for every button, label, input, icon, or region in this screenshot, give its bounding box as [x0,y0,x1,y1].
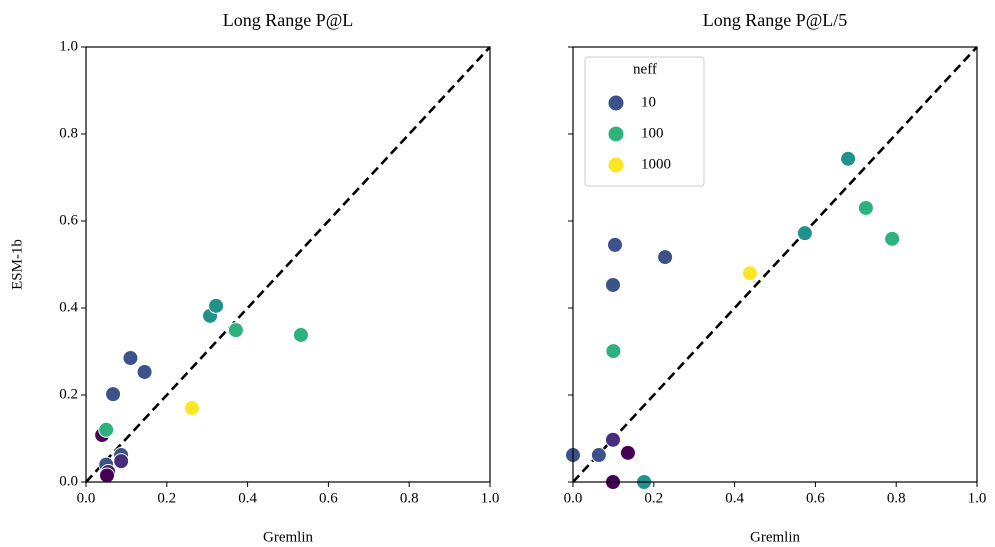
legend-marker [607,94,625,112]
diagonal [85,46,491,483]
axes-frame [572,46,978,483]
diagonal [572,46,978,483]
axes-frame [85,46,491,483]
x-tick-label: 0.2 [157,490,176,506]
y-tick-label: 0.0 [59,473,78,489]
point [741,265,758,282]
y-tick-label: 0.6 [59,212,78,228]
point [113,453,130,470]
point [857,199,874,216]
point [604,431,621,448]
x-tick-label: 0.6 [806,490,825,506]
legend-label: 10 [641,94,656,110]
x-tick-label: 0.8 [400,490,419,506]
legend-box [584,56,705,187]
x-tick-label: 0.6 [319,490,338,506]
y-tick-label: 0.2 [59,386,78,402]
point [99,467,116,484]
point [105,386,122,403]
point [292,326,309,343]
x-tick-label: 1.0 [968,490,987,506]
x-tick-label: 0.4 [725,490,744,506]
y-tick-label: 0.8 [59,125,78,141]
y-axis-label: ESM-1b [9,239,25,290]
legend-marker [607,156,625,174]
y-tick-label: 1.0 [59,38,78,54]
legend-label: 1000 [641,156,671,172]
point [605,343,622,360]
x-tick-label: 0.8 [887,490,906,506]
legend-label: 100 [641,125,664,141]
chart-title: Long Range P@L/5 [703,10,848,30]
point [183,400,200,417]
point [884,230,901,247]
y-tick-label: 0.4 [59,299,78,315]
x-axis-label: Gremlin [263,529,313,545]
point [136,363,153,380]
legend-marker [607,125,625,143]
x-tick-label: 0.0 [77,490,96,506]
point [604,276,621,293]
point [840,150,857,167]
x-axis-label: Gremlin [750,529,800,545]
point [122,350,139,367]
chart-title: Long Range P@L [223,10,354,30]
point [208,297,225,314]
point [98,421,115,438]
point [796,225,813,242]
point [590,447,607,464]
point [607,236,624,253]
x-tick-label: 0.0 [564,490,583,506]
legend-title: neff [633,61,657,77]
x-tick-label: 0.4 [238,490,257,506]
x-tick-label: 0.2 [644,490,663,506]
point [657,249,674,266]
point [227,322,244,339]
point [619,444,636,461]
x-tick-label: 1.0 [481,490,500,506]
